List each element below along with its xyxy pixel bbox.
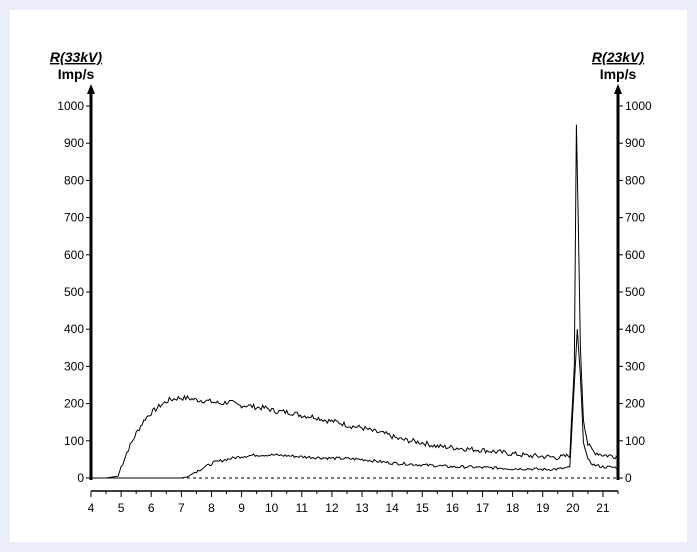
x-tick-label: 13 <box>355 501 369 515</box>
right-y-tick-label: 100 <box>625 434 645 448</box>
right-y-tick-label: 500 <box>625 285 645 299</box>
right-y-tick-label: 300 <box>625 359 645 373</box>
right-y-tick-label: 1000 <box>625 99 652 113</box>
left-y-tick-label: 300 <box>64 359 84 373</box>
x-tick-label: 7 <box>178 501 185 515</box>
series-layer <box>91 124 619 479</box>
x-tick-label: 16 <box>446 501 460 515</box>
right-y-tick-label: 400 <box>625 322 645 336</box>
x-tick-label: 19 <box>536 501 550 515</box>
x-tick-label: 8 <box>208 501 215 515</box>
left-y-tick-label: 1000 <box>57 99 84 113</box>
x-tick-label: 17 <box>476 501 490 515</box>
left-y-tick-label: 500 <box>64 285 84 299</box>
x-tick-label: 4 <box>88 501 95 515</box>
left-y-tick-label: 800 <box>64 173 84 187</box>
right-y-tick-label: 800 <box>625 173 645 187</box>
right-y-tick-label: 0 <box>625 471 632 485</box>
right-axis-title: R(23kV) <box>592 49 644 65</box>
right-y-tick-label: 600 <box>625 248 645 262</box>
right-axis-arrow <box>614 84 622 94</box>
left-y-tick-label: 0 <box>77 471 84 485</box>
x-tick-label: 12 <box>325 501 339 515</box>
x-tick-label: 6 <box>148 501 155 515</box>
right-y-tick-label: 200 <box>625 397 645 411</box>
x-tick-label: 20 <box>566 501 580 515</box>
x-tick-label: 21 <box>596 501 610 515</box>
chart-frame: R(33kV) Imp/s R(23kV) Imp/s 0 0 100 100 200 2… <box>10 10 687 542</box>
left-y-tick-label: 700 <box>64 211 84 225</box>
x-tick-label: 9 <box>238 501 245 515</box>
x-tick-label: 11 <box>296 501 309 515</box>
line-chart: R(33kV) Imp/s R(23kV) Imp/s 0 0 100 100 200 2… <box>50 49 652 515</box>
x-tick-label: 5 <box>118 501 125 515</box>
right-y-tick-label: 900 <box>625 136 645 150</box>
right-y-tick-label: 700 <box>625 211 645 225</box>
left-y-tick-label: 600 <box>64 248 84 262</box>
axes: 0 0 100 100 200 200 300 300 400 400 500 500 600 600 70… <box>57 84 652 515</box>
x-tick-label: 15 <box>416 501 430 515</box>
left-y-tick-label: 400 <box>64 322 84 336</box>
left-y-tick-label: 900 <box>64 136 84 150</box>
x-tick-label: 14 <box>385 501 399 515</box>
series-line-2 <box>91 329 619 479</box>
left-axis-unit: Imp/s <box>58 66 95 82</box>
left-axis-arrow <box>87 84 95 94</box>
series-line-1 <box>91 124 619 479</box>
left-y-tick-label: 100 <box>64 434 84 448</box>
left-axis-title: R(33kV) <box>50 49 102 65</box>
x-tick-label: 18 <box>506 501 520 515</box>
x-tick-label: 10 <box>265 501 279 515</box>
left-y-tick-label: 200 <box>64 397 84 411</box>
right-axis-unit: Imp/s <box>600 66 637 82</box>
